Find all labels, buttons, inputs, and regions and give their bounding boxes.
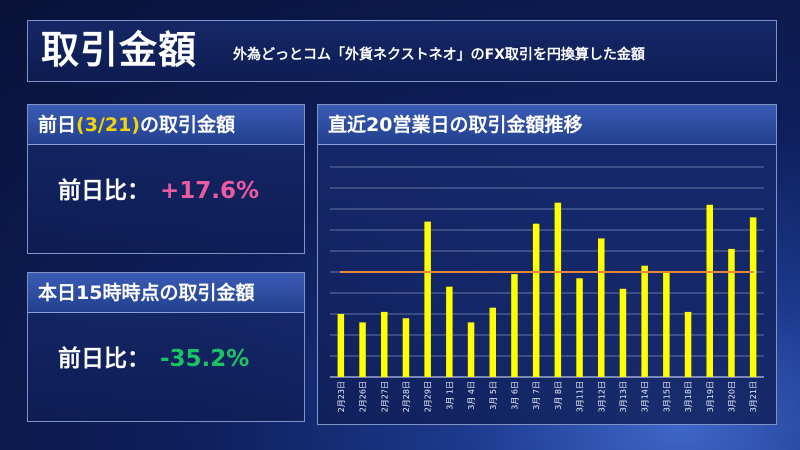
bar <box>576 278 583 377</box>
title-prefix: 前日 <box>38 114 77 136</box>
x-tick-label: 2月26日 <box>359 381 368 412</box>
bar <box>728 248 735 377</box>
bar <box>489 307 496 377</box>
stat-value-negative: -35.2% <box>160 346 250 372</box>
x-tick-label: 3月12日 <box>597 381 606 412</box>
page-subtitle: 外為どっとコム「外貨ネクストネオ」のFX取引を円換算した金額 <box>233 47 645 63</box>
stat-label: 前日比： <box>58 346 150 372</box>
bars <box>337 202 757 377</box>
x-tick-label: 3月11日 <box>576 381 585 412</box>
x-tick-label: 3月 5日 <box>489 381 498 410</box>
x-tick-label: 3月21日 <box>749 381 758 412</box>
bar <box>706 204 713 377</box>
bar-chart: 2月23日 2月26日 2月27日 2月28日 2月29日 3月 1日 3月 4日 3月 5日… <box>330 166 764 412</box>
x-tick-label: 3月15日 <box>662 381 671 412</box>
bar <box>424 221 431 377</box>
x-tick-label: 3月19日 <box>706 381 715 412</box>
title-bar: 取引金額 外為どっとコム「外貨ネクストネオ」のFX取引を円換算した金額 <box>27 20 777 82</box>
x-tick-label: 2月27日 <box>380 381 389 412</box>
bar <box>641 265 648 377</box>
x-tick-label: 3月 6日 <box>510 381 519 410</box>
bar <box>337 314 345 377</box>
bar <box>598 238 605 377</box>
bar <box>359 322 366 377</box>
x-tick-label: 2月29日 <box>424 381 433 412</box>
stat-label: 前日比： <box>58 178 150 204</box>
title-date: (3/21) <box>76 114 140 136</box>
x-tick-label: 3月 8日 <box>554 381 563 410</box>
bar <box>619 288 627 377</box>
bar <box>467 322 475 377</box>
today-stat: 前日比： -35.2% <box>58 343 249 375</box>
bar <box>511 274 518 377</box>
x-tick-labels: 2月23日 2月26日 2月27日 2月28日 2月29日 3月 1日 3月 4日 3月 5日… <box>337 381 758 412</box>
today-panel: 本日15時時点の取引金額 前日比： -35.2% <box>27 272 305 422</box>
bar <box>381 311 388 377</box>
bar <box>532 223 540 377</box>
bar <box>402 318 410 377</box>
bar <box>446 286 453 377</box>
page-title: 取引金額 <box>41 28 198 72</box>
x-tick-label: 3月 4日 <box>467 381 476 410</box>
bar <box>684 311 692 377</box>
x-tick-label: 3月20日 <box>727 381 736 412</box>
x-tick-label: 3月 7日 <box>532 381 541 410</box>
x-tick-label: 2月23日 <box>337 381 346 412</box>
x-tick-label: 3月13日 <box>619 381 628 412</box>
bar <box>554 202 562 377</box>
bar <box>663 272 670 377</box>
bar <box>749 217 757 377</box>
stat-value-positive: +17.6% <box>160 178 260 204</box>
x-tick-label: 3月18日 <box>684 381 693 412</box>
chart-title: 直近20営業日の取引金額推移 <box>318 105 776 145</box>
previous-day-panel-title: 前日(3/21)の取引金額 <box>28 105 304 145</box>
title-suffix: の取引金額 <box>139 114 235 136</box>
previous-day-stat: 前日比： +17.6% <box>58 175 259 207</box>
x-tick-label: 3月 1日 <box>445 381 454 410</box>
chart-panel: 直近20営業日の取引金額推移 2月23日 2月26日 2月27日 2月28日 2月29日… <box>317 104 777 425</box>
today-panel-title: 本日15時時点の取引金額 <box>28 273 304 313</box>
x-tick-label: 3月14日 <box>641 381 650 412</box>
x-tick-label: 2月28日 <box>402 381 411 412</box>
previous-day-panel: 前日(3/21)の取引金額 前日比： +17.6% <box>27 104 305 254</box>
